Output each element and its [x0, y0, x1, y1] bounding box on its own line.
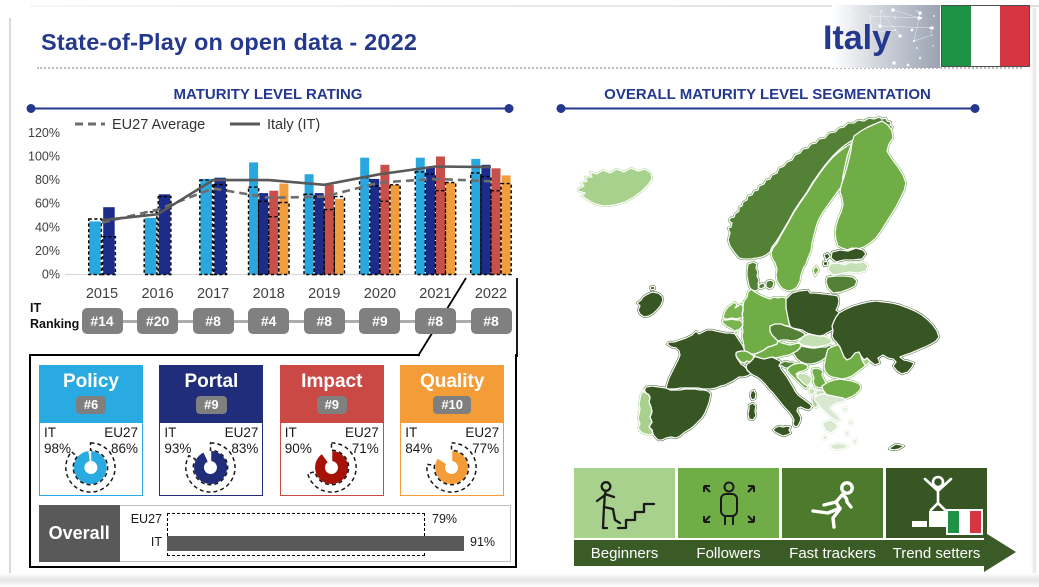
svg-text:2022: 2022 [475, 286, 507, 302]
svg-text:0%: 0% [42, 268, 60, 282]
svg-text:20%: 20% [35, 244, 60, 258]
svg-text:2018: 2018 [253, 286, 285, 302]
svg-text:40%: 40% [35, 220, 60, 234]
svg-text:2021: 2021 [419, 286, 451, 302]
svg-text:120%: 120% [28, 126, 60, 140]
svg-text:80%: 80% [35, 173, 60, 187]
svg-text:EU27 Average: EU27 Average [112, 117, 205, 133]
svg-text:2020: 2020 [364, 286, 396, 302]
svg-text:2017: 2017 [197, 286, 229, 302]
svg-text:2019: 2019 [308, 286, 340, 302]
svg-text:2015: 2015 [86, 286, 118, 302]
svg-text:Italy (IT): Italy (IT) [267, 117, 320, 133]
svg-text:2016: 2016 [141, 286, 173, 302]
svg-text:60%: 60% [35, 197, 60, 211]
svg-text:100%: 100% [28, 150, 60, 164]
